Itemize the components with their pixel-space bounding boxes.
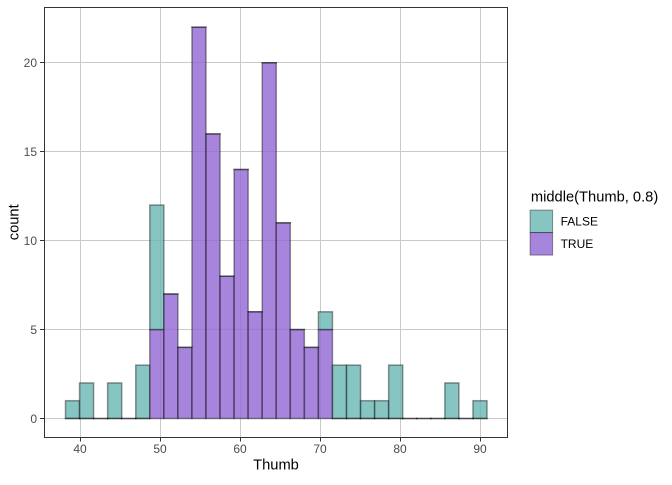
svg-text:10: 10 [24,234,38,248]
svg-text:40: 40 [73,442,87,456]
svg-text:middle(Thumb, 0.8): middle(Thumb, 0.8) [531,190,658,206]
svg-text:15: 15 [24,145,38,159]
svg-text:FALSE: FALSE [561,215,598,229]
svg-text:Thumb: Thumb [253,458,299,474]
svg-text:70: 70 [313,442,327,456]
svg-text:TRUE: TRUE [561,237,594,251]
svg-text:50: 50 [153,442,167,456]
svg-text:80: 80 [393,442,407,456]
svg-text:60: 60 [233,442,247,456]
svg-text:0: 0 [30,412,37,426]
svg-text:20: 20 [24,56,38,70]
svg-text:count: count [6,204,22,240]
svg-text:5: 5 [30,323,37,337]
svg-text:90: 90 [473,442,487,456]
